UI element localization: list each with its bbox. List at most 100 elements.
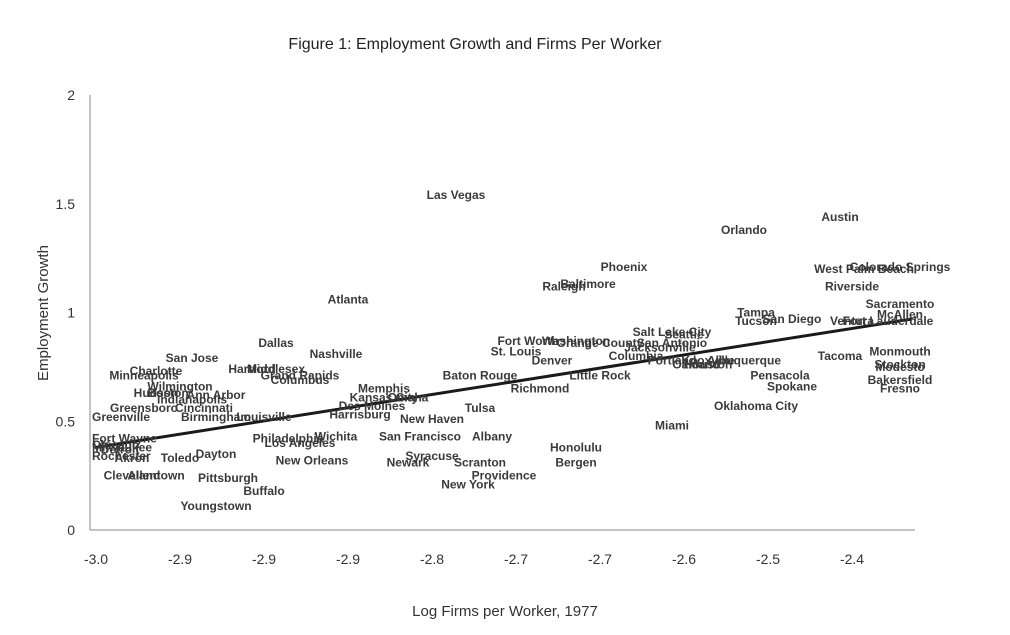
point-label: Hartford: [228, 362, 275, 376]
x-tick-label: -2.8: [420, 551, 444, 567]
point-label: Bergen: [555, 456, 596, 470]
point-label: Milwaukee: [92, 440, 152, 454]
point-label: Atlanta: [328, 292, 369, 306]
point-label: Greensboro: [110, 401, 178, 415]
point-label: Rochester: [92, 449, 151, 463]
point-label: Akron: [115, 451, 150, 465]
y-ticks: 0 0.5 1 1.5 2: [56, 87, 76, 538]
point-label: Phoenix: [601, 260, 648, 274]
point-label: Scranton: [454, 456, 506, 470]
y-tick-label: 1: [67, 305, 75, 321]
point-label: Memphis: [358, 382, 410, 396]
point-label: Orlando: [721, 223, 767, 237]
point-label: Boston: [147, 386, 188, 400]
point-label: Minneapolis: [109, 369, 179, 383]
point-label: Philadelphia: [253, 432, 324, 446]
x-tick-label: -2.9: [336, 551, 360, 567]
point-label: West Palm Beach: [814, 262, 914, 276]
x-tick-label: -2.9: [252, 551, 276, 567]
point-label: Cincinnati: [175, 401, 233, 415]
point-label: San Francisco: [379, 429, 461, 443]
chart-title: Figure 1: Employment Growth and Firms Pe…: [288, 36, 662, 53]
point-label: San Antonio: [637, 336, 707, 350]
point-label: Miami: [655, 419, 689, 433]
point-label: Newark: [387, 456, 430, 470]
point-label: Albuquerque: [707, 353, 781, 367]
point-label: Baltimore: [560, 277, 616, 291]
point-label: Middlesex: [247, 362, 305, 376]
point-label: Colorado Springs: [850, 260, 951, 274]
point-label: Honolulu: [550, 440, 602, 454]
point-label: Little Rock: [569, 369, 631, 383]
point-label: Des Moines: [339, 399, 406, 413]
point-label: Orange County: [557, 336, 644, 350]
y-tick-label: 0.5: [56, 413, 76, 429]
point-label: Tulsa: [465, 401, 496, 415]
point-label: Grand Rapids: [261, 369, 340, 383]
point-label: Baton Rouge: [443, 369, 518, 383]
point-label: Indianapolis: [157, 393, 227, 407]
point-label: Fort Lauderdale: [843, 314, 934, 328]
point-label: Oklahoma City: [714, 399, 798, 413]
point-label: Washington: [542, 334, 610, 348]
point-label: Bakersfield: [868, 373, 933, 387]
point-label: Albany: [472, 429, 512, 443]
x-tick-label: -2.6: [672, 551, 696, 567]
point-label: Jacksonville: [624, 340, 696, 354]
point-label: Tucson: [735, 314, 777, 328]
point-label: Chicago: [92, 438, 139, 452]
point-label: Austin: [821, 210, 858, 224]
point-label: Pittsburgh: [198, 471, 258, 485]
point-label: Dayton: [196, 447, 237, 461]
point-label: Fort Wayne: [92, 432, 157, 446]
point-label: Fresno: [880, 382, 920, 396]
point-label: Las Vegas: [427, 188, 486, 202]
point-label: Tampa: [737, 306, 775, 320]
point-label: Monmouth: [869, 345, 930, 359]
point-label: Wilmington: [147, 379, 212, 393]
point-label: Denver: [532, 353, 573, 367]
point-label: Columbus: [271, 373, 330, 387]
point-label: Youngstown: [180, 499, 251, 513]
point-label: St. Louis: [491, 345, 542, 359]
point-label: Salt Lake City: [633, 325, 712, 339]
point-label: Omaha: [388, 390, 429, 404]
point-label: Oakland: [672, 358, 719, 372]
y-tick-label: 2: [67, 87, 75, 103]
x-tick-label: -3.0: [84, 551, 108, 567]
point-label: Fort Worth: [497, 334, 558, 348]
point-label: Providence: [472, 469, 537, 483]
point-label: Harrisburg: [329, 408, 390, 422]
point-label: San Diego: [763, 312, 822, 326]
point-label: Detroit: [101, 443, 140, 457]
point-label: San Jose: [166, 351, 219, 365]
point-label: Charlotte: [130, 364, 183, 378]
point-label: Modesto: [875, 360, 924, 374]
trend-line: [95, 317, 913, 449]
point-label: Dallas: [258, 336, 294, 350]
point-label: Kansas City: [350, 390, 419, 404]
point-label: Stockton: [874, 358, 925, 372]
point-label: Seattle: [664, 327, 704, 341]
y-tick-label: 0: [67, 522, 75, 538]
point-label: New Orleans: [276, 453, 349, 467]
point-label: Syracuse: [405, 449, 459, 463]
point-label: Ann Arbor: [187, 388, 246, 402]
point-label: Sacramento: [866, 297, 935, 311]
y-tick-label: 1.5: [56, 196, 76, 212]
point-label: Nashville: [310, 347, 363, 361]
point-label: Houston: [684, 358, 733, 372]
point-label: Buffalo: [243, 484, 284, 498]
point-label: Tacoma: [818, 349, 863, 363]
point-label: Birmingham: [181, 410, 251, 424]
x-axis-title: Log Firms per Worker, 1977: [412, 603, 598, 620]
point-label: Louisville: [236, 410, 292, 424]
point-label: McAllen: [877, 308, 923, 322]
point-label: New Haven: [400, 412, 464, 426]
point-label: Spokane: [767, 379, 817, 393]
point-label: Hudson: [134, 386, 179, 400]
point-label: Allentown: [127, 469, 184, 483]
x-ticks: -3.0 -2.9 -2.9 -2.9 -2.8 -2.7 -2.7 -2.6 -2.5 -2.4: [84, 551, 864, 567]
point-label: Richmond: [511, 382, 570, 396]
point-label: Toledo: [161, 451, 199, 465]
